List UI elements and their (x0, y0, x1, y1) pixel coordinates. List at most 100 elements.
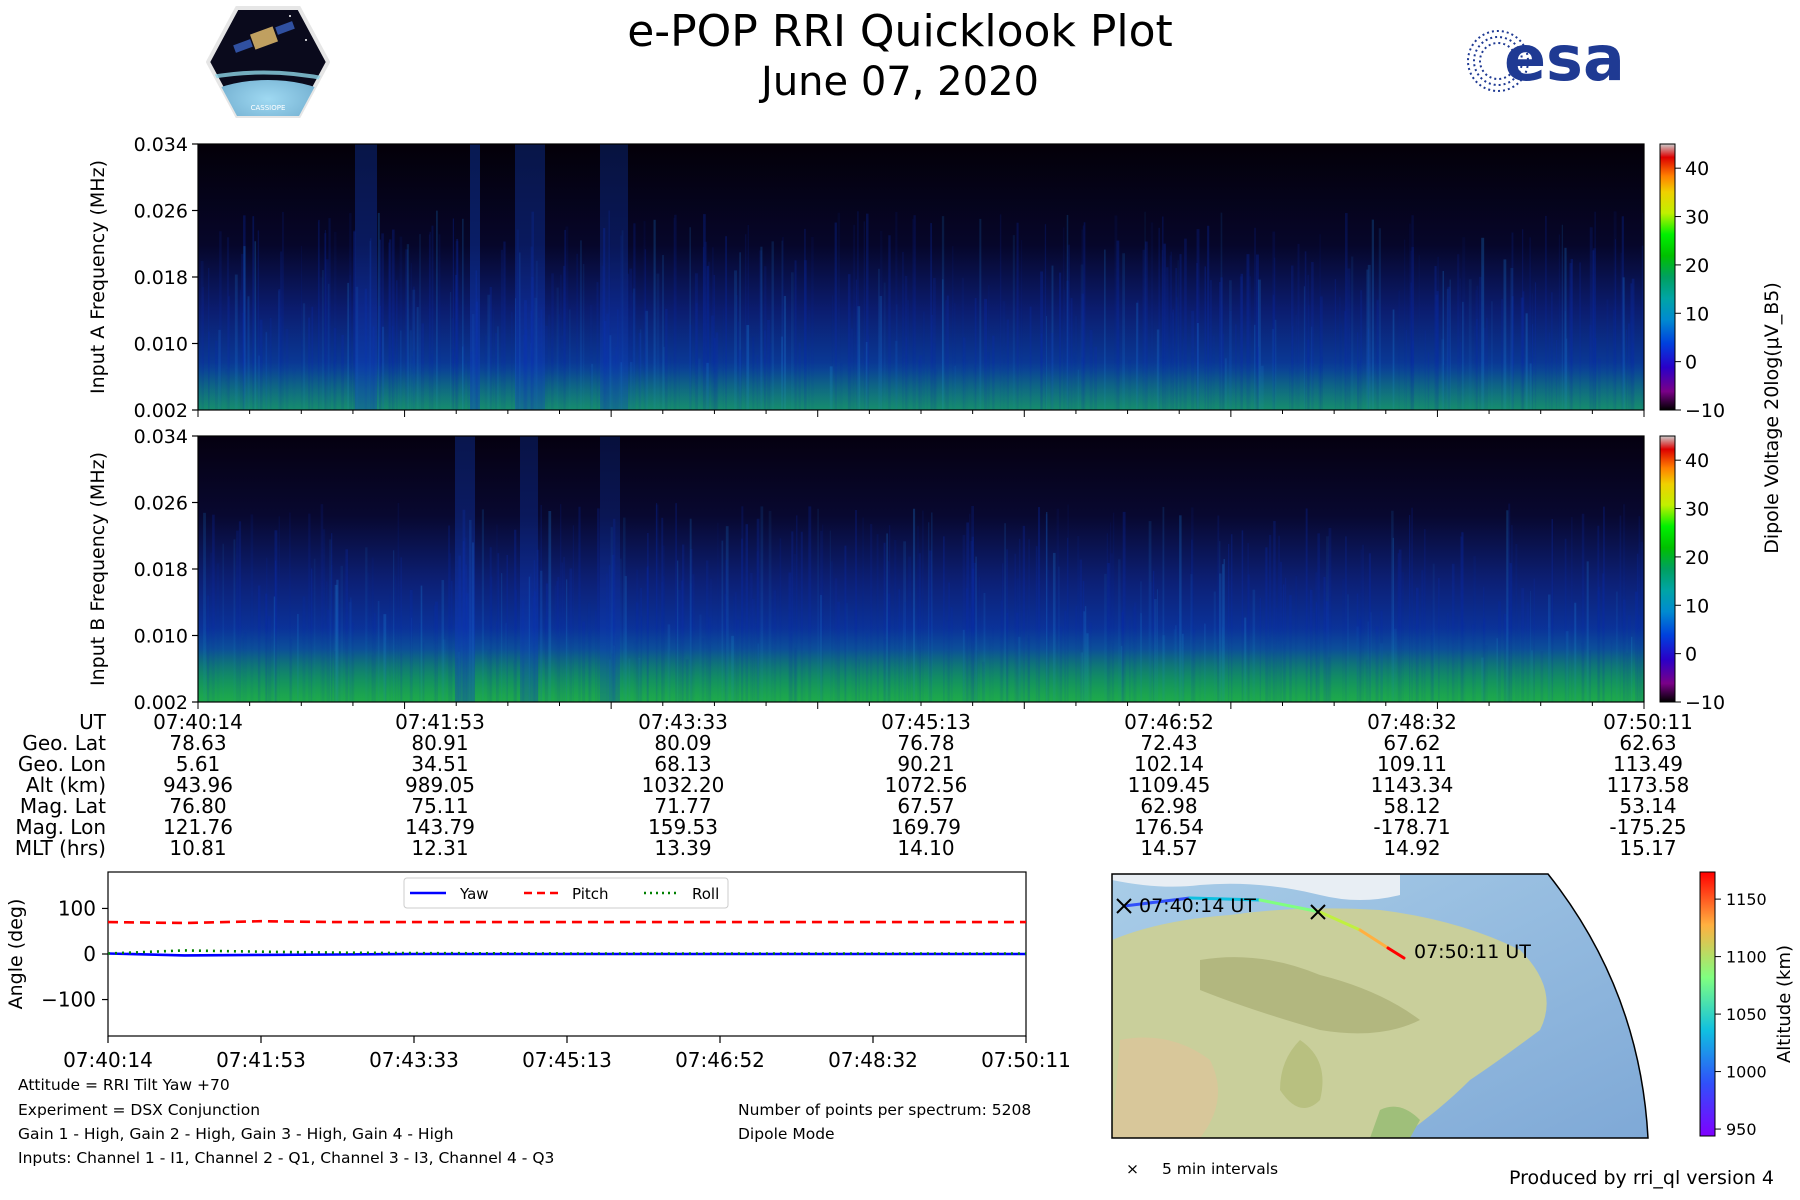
spectral-streak (534, 297, 537, 410)
spectral-streak (1344, 311, 1346, 410)
y-tick-label: 0.034 (134, 426, 188, 448)
spectral-streak (921, 510, 924, 702)
spectral-streak (847, 274, 851, 410)
spectral-streak (1408, 223, 1412, 410)
spectral-streak (1564, 247, 1567, 410)
spectral-streak (756, 551, 759, 702)
spectral-streak (1051, 265, 1054, 410)
low-frequency-band (198, 627, 1644, 702)
spectrogram-y-label: Input B Frequency (MHz) (87, 452, 109, 686)
y-tick-label: −100 (41, 988, 96, 1012)
spectral-streak (1462, 301, 1464, 410)
x-tick-label: 07:45:13 (522, 1048, 612, 1072)
spectral-streak (1307, 274, 1310, 410)
spectral-streak (1345, 213, 1348, 410)
spectral-streak (970, 540, 973, 702)
y-tick-label: 0.018 (134, 267, 188, 289)
spectral-streak (1229, 310, 1232, 410)
spectral-streak (721, 540, 724, 702)
spectral-streak (1641, 212, 1644, 410)
spectral-streak (203, 512, 206, 702)
spectral-streak (333, 231, 337, 410)
spectral-streak (1490, 301, 1493, 410)
spectral-streak (912, 508, 916, 702)
ephemeris-cell: 53.14 (1619, 794, 1677, 818)
spectral-streak (895, 211, 898, 410)
spectral-streak (1169, 255, 1172, 410)
spectral-streak (1461, 532, 1464, 702)
spectral-streak (1410, 282, 1412, 410)
spectral-streak (243, 215, 246, 410)
spectral-streak (234, 274, 238, 410)
spectral-streak (800, 531, 803, 702)
spectral-streak (489, 547, 492, 702)
spectral-streak (254, 241, 257, 410)
spectral-streak (238, 521, 242, 702)
altitude-colorbar (1699, 871, 1716, 1137)
spectral-streak (1040, 271, 1044, 410)
spectral-streak (389, 239, 392, 410)
spectral-streak (1529, 237, 1532, 410)
spectral-streak (1442, 270, 1444, 410)
ephemeris-cell: 58.12 (1383, 794, 1441, 818)
spectral-streak (1545, 215, 1547, 410)
ephemeris-cell: 113.49 (1613, 752, 1683, 776)
spectral-streak (627, 273, 630, 410)
spectral-streak (1446, 288, 1449, 410)
orbit-segment (1386, 946, 1406, 960)
spectral-streak (1462, 237, 1466, 410)
spectral-streak (320, 504, 324, 702)
plot-date: June 07, 2020 (761, 59, 1039, 105)
ephemeris-cell: 5.61 (175, 752, 221, 776)
ephemeris-cell: 76.80 (169, 794, 227, 818)
spectral-streak (707, 261, 711, 410)
spectral-streak (613, 518, 616, 702)
spectral-streak (1621, 216, 1624, 410)
spectral-streak (202, 287, 204, 410)
spectral-streak (1255, 254, 1259, 410)
spectral-streak (1320, 295, 1323, 410)
altitude-tick-label: 1000 (1726, 1063, 1767, 1082)
spectral-streak (456, 238, 459, 410)
spectral-streak (808, 309, 810, 410)
x-tick-label: 07:40:14 (63, 1048, 153, 1072)
ephemeris-row-label: Mag. Lat (19, 794, 106, 818)
spectral-streak (1638, 516, 1641, 702)
spectral-streak (675, 503, 677, 702)
ephemeris-cell: 68.13 (654, 752, 712, 776)
ephemeris-cell: 102.14 (1134, 752, 1204, 776)
spectral-streak (487, 294, 491, 410)
orbit-segment (1122, 896, 1192, 908)
y-tick-label: 0.002 (134, 400, 188, 422)
spectral-streak (1434, 266, 1437, 410)
spectral-streak (317, 221, 319, 410)
spectral-streak (880, 230, 883, 410)
spectral-streak (736, 294, 738, 410)
spectral-streak (252, 216, 255, 410)
spectral-streak (1311, 262, 1314, 410)
ephemeris-cell: 121.76 (163, 815, 233, 839)
spectral-streak (274, 530, 278, 702)
spectral-streak (1063, 227, 1065, 410)
spectral-streak (888, 525, 891, 702)
spectral-streak (689, 227, 691, 410)
spectral-streak (888, 235, 891, 410)
produced-by: Produced by rri_ql version 4 (1509, 1167, 1774, 1189)
spectral-streak (632, 288, 636, 410)
spectral-streak (496, 524, 498, 702)
spectral-streak (1508, 503, 1511, 702)
spectral-streak (1564, 310, 1566, 410)
spectral-streak (1191, 310, 1195, 410)
spectral-streak (764, 266, 767, 410)
legend-roll-label: Roll (692, 885, 719, 903)
burst-band (520, 436, 538, 702)
spectral-streak (1326, 536, 1329, 702)
spectral-streak (803, 228, 806, 410)
spectral-streak (661, 517, 664, 702)
spectral-streak (1179, 254, 1182, 410)
spectral-streak (876, 534, 879, 702)
colorbar-tick-label: 40 (1685, 450, 1709, 472)
spectral-streak (1163, 243, 1166, 410)
burst-band (515, 144, 545, 410)
spectral-streak (1347, 268, 1351, 410)
